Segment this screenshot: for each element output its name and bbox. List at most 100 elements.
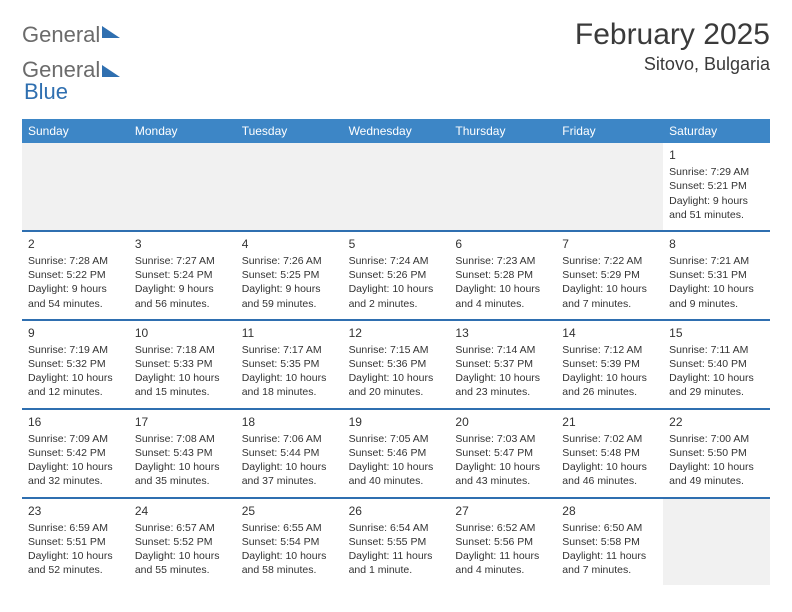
daylight-line: Daylight: 11 hours and 4 minutes. [455, 549, 550, 577]
sunrise-line: Sunrise: 7:24 AM [349, 254, 444, 268]
sunset-line: Sunset: 5:55 PM [349, 535, 444, 549]
sunrise-line: Sunrise: 7:14 AM [455, 343, 550, 357]
empty-cell [663, 499, 770, 586]
daylight-line: Daylight: 11 hours and 7 minutes. [562, 549, 657, 577]
sunset-line: Sunset: 5:36 PM [349, 357, 444, 371]
day-cell: 8Sunrise: 7:21 AMSunset: 5:31 PMDaylight… [663, 232, 770, 319]
sunset-line: Sunset: 5:43 PM [135, 446, 230, 460]
sunrise-line: Sunrise: 7:28 AM [28, 254, 123, 268]
day-number: 21 [562, 414, 657, 430]
daylight-line: Daylight: 10 hours and 7 minutes. [562, 282, 657, 310]
day-cell: 16Sunrise: 7:09 AMSunset: 5:42 PMDayligh… [22, 410, 129, 497]
daylight-line: Daylight: 10 hours and 18 minutes. [242, 371, 337, 399]
brand-part2: Blue [24, 79, 68, 104]
day-cell: 2 Sunrise: 7:28 AMSunset: 5:22 PMDaylight… [22, 232, 129, 319]
sunset-line: Sunset: 5:54 PM [242, 535, 337, 549]
sunset-line: Sunset: 5:25 PM [242, 268, 337, 282]
day-number: 7 [562, 236, 657, 252]
daylight-line: Daylight: 11 hours and 1 minute. [349, 549, 444, 577]
sunrise-line: Sunrise: 6:55 AM [242, 521, 337, 535]
day-cell: 28Sunrise: 6:50 AMSunset: 5:58 PMDayligh… [556, 499, 663, 586]
month-title: February 2025 [575, 18, 770, 52]
daylight-line: Daylight: 10 hours and 58 minutes. [242, 549, 337, 577]
day-number: 13 [455, 325, 550, 341]
sunrise-line: Sunrise: 7:05 AM [349, 432, 444, 446]
dayhead-sunday: Sunday [22, 119, 129, 143]
sunset-line: Sunset: 5:26 PM [349, 268, 444, 282]
day-cell: 27Sunrise: 6:52 AMSunset: 5:56 PMDayligh… [449, 499, 556, 586]
day-number: 14 [562, 325, 657, 341]
day-number: 26 [349, 503, 444, 519]
calendar-grid: 1Sunrise: 7:29 AMSunset: 5:21 PMDaylight… [22, 143, 770, 585]
day-cell: 1Sunrise: 7:29 AMSunset: 5:21 PMDaylight… [663, 143, 770, 230]
sunrise-line: Sunrise: 7:08 AM [135, 432, 230, 446]
empty-cell [343, 143, 450, 230]
brand-triangle-icon [102, 26, 120, 38]
sunset-line: Sunset: 5:42 PM [28, 446, 123, 460]
sunset-line: Sunset: 5:40 PM [669, 357, 764, 371]
calendar-day-header: Sunday Monday Tuesday Wednesday Thursday… [22, 119, 770, 143]
sunset-line: Sunset: 5:56 PM [455, 535, 550, 549]
day-cell: 12Sunrise: 7:15 AMSunset: 5:36 PMDayligh… [343, 321, 450, 408]
day-number: 10 [135, 325, 230, 341]
daylight-line: Daylight: 10 hours and 12 minutes. [28, 371, 123, 399]
day-number: 20 [455, 414, 550, 430]
day-cell: 22Sunrise: 7:00 AMSunset: 5:50 PMDayligh… [663, 410, 770, 497]
day-cell: 20Sunrise: 7:03 AMSunset: 5:47 PMDayligh… [449, 410, 556, 497]
sunset-line: Sunset: 5:46 PM [349, 446, 444, 460]
daylight-line: Daylight: 10 hours and 29 minutes. [669, 371, 764, 399]
sunrise-line: Sunrise: 7:03 AM [455, 432, 550, 446]
sunrise-line: Sunrise: 7:26 AM [242, 254, 337, 268]
daylight-line: Daylight: 10 hours and 32 minutes. [28, 460, 123, 488]
daylight-line: Daylight: 10 hours and 2 minutes. [349, 282, 444, 310]
day-cell: 24Sunrise: 6:57 AMSunset: 5:52 PMDayligh… [129, 499, 236, 586]
day-cell: 3Sunrise: 7:27 AMSunset: 5:24 PMDaylight… [129, 232, 236, 319]
sunrise-line: Sunrise: 7:15 AM [349, 343, 444, 357]
daylight-line: Daylight: 9 hours and 59 minutes. [242, 282, 337, 310]
daylight-line: Daylight: 10 hours and 35 minutes. [135, 460, 230, 488]
sunrise-line: Sunrise: 7:27 AM [135, 254, 230, 268]
sunset-line: Sunset: 5:31 PM [669, 268, 764, 282]
sunset-line: Sunset: 5:24 PM [135, 268, 230, 282]
sunrise-line: Sunrise: 6:54 AM [349, 521, 444, 535]
day-cell: 4Sunrise: 7:26 AMSunset: 5:25 PMDaylight… [236, 232, 343, 319]
day-cell: 7Sunrise: 7:22 AMSunset: 5:29 PMDaylight… [556, 232, 663, 319]
day-cell: 17Sunrise: 7:08 AMSunset: 5:43 PMDayligh… [129, 410, 236, 497]
sunset-line: Sunset: 5:51 PM [28, 535, 123, 549]
daylight-line: Daylight: 10 hours and 26 minutes. [562, 371, 657, 399]
empty-cell [22, 143, 129, 230]
sunset-line: Sunset: 5:44 PM [242, 446, 337, 460]
sunset-line: Sunset: 5:22 PM [28, 268, 123, 282]
day-number: 2 [28, 236, 123, 252]
daylight-line: Daylight: 10 hours and 23 minutes. [455, 371, 550, 399]
dayhead-saturday: Saturday [663, 119, 770, 143]
dayhead-monday: Monday [129, 119, 236, 143]
day-number: 11 [242, 325, 337, 341]
sunrise-line: Sunrise: 6:50 AM [562, 521, 657, 535]
sunrise-line: Sunrise: 7:29 AM [669, 165, 764, 179]
title-block: February 2025 Sitovo, Bulgaria [575, 18, 770, 75]
daylight-line: Daylight: 9 hours and 54 minutes. [28, 282, 123, 310]
day-number: 27 [455, 503, 550, 519]
daylight-line: Daylight: 9 hours and 51 minutes. [669, 194, 764, 222]
daylight-line: Daylight: 10 hours and 43 minutes. [455, 460, 550, 488]
empty-cell [129, 143, 236, 230]
sunset-line: Sunset: 5:39 PM [562, 357, 657, 371]
day-cell: 21Sunrise: 7:02 AMSunset: 5:48 PMDayligh… [556, 410, 663, 497]
daylight-line: Daylight: 10 hours and 49 minutes. [669, 460, 764, 488]
sunset-line: Sunset: 5:33 PM [135, 357, 230, 371]
sunrise-line: Sunrise: 7:22 AM [562, 254, 657, 268]
daylight-line: Daylight: 10 hours and 55 minutes. [135, 549, 230, 577]
sunrise-line: Sunrise: 7:17 AM [242, 343, 337, 357]
daylight-line: Daylight: 9 hours and 56 minutes. [135, 282, 230, 310]
location-label: Sitovo, Bulgaria [575, 54, 770, 75]
daylight-line: Daylight: 10 hours and 40 minutes. [349, 460, 444, 488]
sunrise-line: Sunrise: 7:11 AM [669, 343, 764, 357]
empty-cell [556, 143, 663, 230]
sunrise-line: Sunrise: 7:23 AM [455, 254, 550, 268]
day-cell: 6Sunrise: 7:23 AMSunset: 5:28 PMDaylight… [449, 232, 556, 319]
day-cell: 18Sunrise: 7:06 AMSunset: 5:44 PMDayligh… [236, 410, 343, 497]
daylight-line: Daylight: 10 hours and 46 minutes. [562, 460, 657, 488]
sunset-line: Sunset: 5:50 PM [669, 446, 764, 460]
day-number: 22 [669, 414, 764, 430]
